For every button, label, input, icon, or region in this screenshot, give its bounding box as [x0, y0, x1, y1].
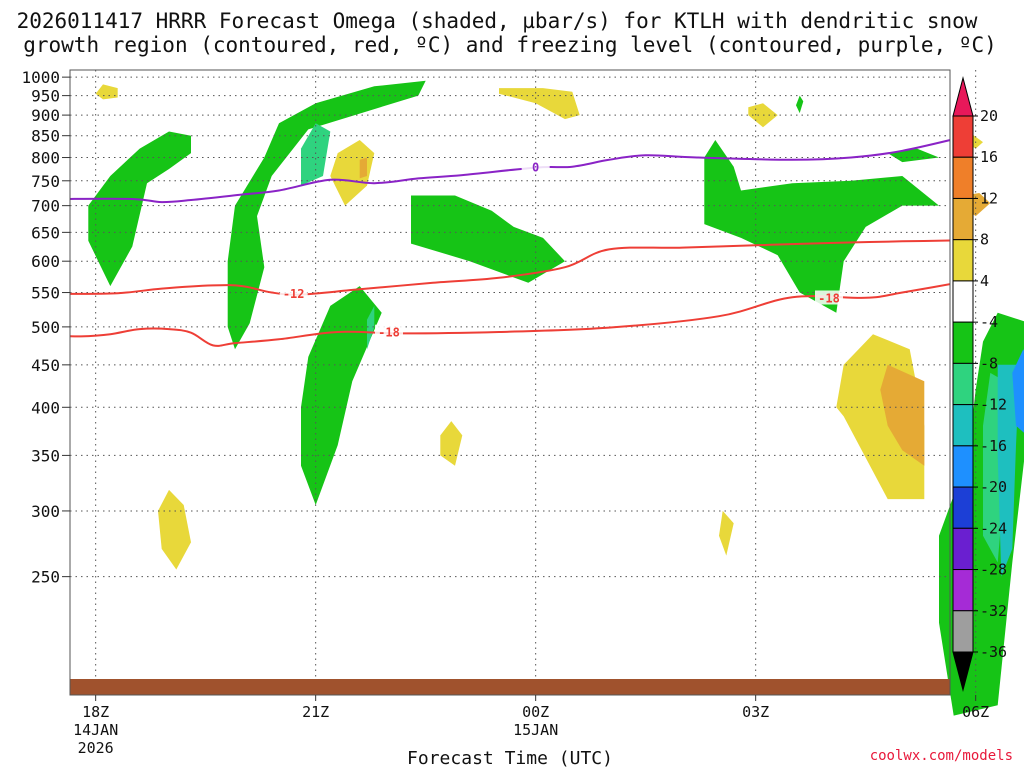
x-tick-label-06z: 06Z [962, 703, 989, 721]
colorbar-label-10: -20 [980, 478, 1007, 496]
plot-area: -18 -18 -12 -12 0 [69, 69, 1024, 716]
contour-label-dgz-minus18-2: -18 [818, 291, 840, 305]
x-tick-label-03z: 03Z [742, 703, 769, 721]
y-tick-label-500: 500 [31, 318, 60, 337]
colorbar-label-2: 16 [980, 148, 998, 166]
y-tick-label-400: 400 [31, 398, 60, 417]
colorbar-label-13: -32 [980, 602, 1007, 620]
y-tick-label-800: 800 [31, 149, 60, 168]
x-tick-label-21z: 21Z [302, 703, 329, 721]
contour-label-bg-dgz-minus18-2 [815, 290, 843, 305]
contour-label-dgz-minus12-1: -12 [283, 287, 305, 301]
pressure-axis: 250 300 350 400 450 500 550 600 650 700 750 800 850 9… [21, 68, 70, 587]
omega-region-9 [359, 157, 367, 179]
colorbar-swatch-9 [952, 445, 974, 488]
colorbar-label-3: 12 [980, 189, 998, 207]
colorbar-swatch-10 [952, 486, 974, 529]
colorbar-swatch-12 [952, 569, 974, 612]
y-tick-label-650: 650 [31, 223, 60, 242]
contour-label-bg-freezing-level-1 [521, 159, 550, 174]
omega-region-4 [227, 80, 426, 350]
colorbar-label-5: 4 [980, 272, 989, 290]
colorbar-swatch-7 [952, 362, 974, 406]
omega-shading [88, 80, 1024, 716]
colorbar-swatch-6 [952, 321, 974, 364]
colorbar-label-1: 20 [980, 107, 998, 125]
y-tick-label-550: 550 [31, 284, 60, 303]
x-axis-title: Forecast Time (UTC) [407, 748, 613, 768]
y-tick-label-1000: 1000 [21, 68, 60, 87]
gridlines [70, 70, 977, 695]
omega-region-1 [88, 131, 191, 287]
ground-surface [70, 679, 950, 695]
omega-region-8 [330, 140, 375, 206]
x-tick-date-00z: 15JAN [513, 721, 558, 739]
contour-label-bg-dgz-minus12-1 [279, 285, 308, 300]
plot-background [70, 70, 950, 695]
y-tick-label-850: 850 [31, 127, 60, 146]
omega-region-7 [367, 305, 375, 350]
chart-title-line-2: growth region (contoured, red, ºC) and f… [23, 33, 997, 57]
x-tick-year-18z: 2026 [78, 739, 114, 757]
colorbar-label-4: 8 [980, 231, 989, 249]
colorbar-swatch-13 [952, 610, 974, 653]
y-tick-label-950: 950 [31, 87, 60, 106]
contour-label-dgz-minus18-1: -18 [378, 326, 400, 340]
y-tick-label-450: 450 [31, 356, 60, 375]
omega-region-2 [95, 84, 118, 100]
colorbar: 20 16 12 8 4 -4 -8 -12 -16 -20 -24 -28 -32 -36 [952, 76, 1007, 692]
omega-region-14 [704, 140, 939, 313]
y-tick-label-250: 250 [31, 568, 60, 587]
contour-dgz-minus18 [70, 283, 950, 347]
chart-title-line-1: 2026011417 HRRR Forecast Omega (shaded, … [17, 9, 978, 33]
colorbar-label-7: -8 [980, 354, 998, 372]
x-tick-label-18z: 18Z [82, 703, 109, 721]
colorbar-label-12: -28 [980, 561, 1007, 579]
contour-freezing-level [70, 139, 950, 204]
contour-dgz-minus12 [70, 239, 950, 296]
colorbar-label-8: -12 [980, 396, 1007, 414]
contour-label-freezing-level-1: 0 [532, 161, 539, 175]
contour-label-bg-dgz-minus18-1 [375, 324, 403, 339]
omega-region-6 [301, 286, 382, 505]
colorbar-swatch-11 [952, 527, 974, 571]
omega-region-10 [440, 421, 463, 466]
y-tick-label-700: 700 [31, 197, 60, 216]
colorbar-swatch-2 [952, 156, 974, 199]
omega-region-13 [719, 510, 734, 556]
time-axis: 18Z14JAN202621Z00Z15JAN03Z06Z09Z [73, 695, 989, 757]
colorbar-label-6: -4 [980, 313, 998, 331]
colorbar-label-9: -16 [980, 437, 1007, 455]
x-tick-date-18z: 14JAN [73, 721, 118, 739]
omega-region-22 [1012, 349, 1024, 433]
plot-frame [69, 69, 951, 696]
omega-region-18 [880, 364, 925, 466]
y-tick-label-750: 750 [31, 172, 60, 191]
temperature-contours: -18-18-12-120 [70, 139, 950, 347]
colorbar-swatch-3 [952, 197, 974, 241]
watermark: coolwx.com/models [870, 748, 1013, 764]
y-tick-label-300: 300 [31, 502, 60, 521]
colorbar-bottom-arrow [952, 651, 974, 692]
colorbar-swatch-8 [952, 404, 974, 447]
colorbar-label-11: -24 [980, 519, 1007, 537]
x-tick-label-00z: 00Z [522, 703, 549, 721]
colorbar-top-arrow [952, 76, 974, 117]
colorbar-label-14: -36 [980, 643, 1007, 661]
colorbar-swatch-4 [952, 239, 974, 282]
y-tick-label-900: 900 [31, 106, 60, 125]
omega-region-3 [158, 489, 191, 570]
omega-region-5 [301, 123, 331, 186]
y-tick-label-600: 600 [31, 252, 60, 271]
omega-region-21 [997, 364, 1020, 577]
colorbar-swatch-1 [952, 115, 974, 158]
colorbar-swatch-5 [952, 280, 974, 323]
omega-region-16 [796, 95, 804, 114]
y-tick-label-350: 350 [31, 446, 60, 465]
